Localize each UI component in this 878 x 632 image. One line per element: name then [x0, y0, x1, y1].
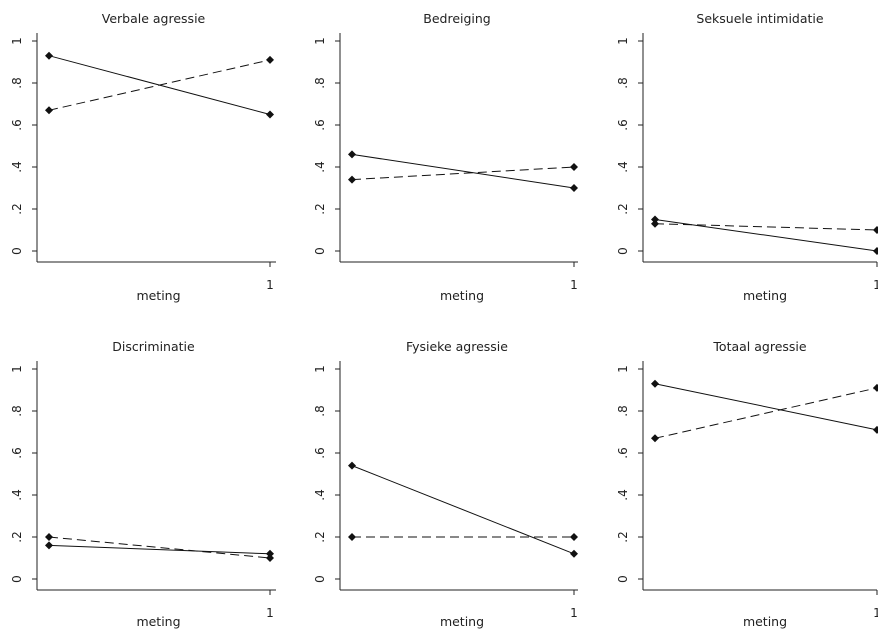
y-tick-label: .2 [10, 531, 24, 542]
data-point [348, 533, 356, 541]
y-tick-label: 1 [10, 37, 24, 45]
y-tick-label: .8 [313, 77, 327, 88]
data-point [266, 110, 274, 119]
data-point [266, 554, 274, 562]
panel-title: Totaal agressie [712, 339, 806, 354]
y-tick-label: .2 [10, 203, 24, 214]
panel-verbale-agressie: Verbale agressie 0 .2 .4 .6 .8 1 1 meting [10, 11, 276, 303]
data-point [873, 425, 878, 434]
y-tick-label: 1 [10, 365, 24, 373]
data-point [348, 461, 356, 470]
series-line-2 [654, 223, 878, 231]
series-line-2 [351, 166, 575, 181]
panel-fysieke-agressie: Fysieke agressie 0 .2 .4 .6 .8 1 1 meting [313, 339, 578, 629]
y-tick-label: .6 [10, 447, 24, 458]
y-tick-label: .8 [10, 77, 24, 88]
y-tick-label: 1 [313, 365, 327, 373]
panel-title: Bedreiging [423, 11, 491, 26]
data-point [651, 215, 659, 224]
data-point [570, 163, 578, 171]
x-axis-label: meting [743, 614, 787, 629]
series-line-1 [48, 544, 271, 555]
data-point [873, 383, 878, 392]
data-point [651, 379, 659, 388]
y-tick-label: 1 [616, 37, 630, 45]
x-axis-label: meting [440, 614, 484, 629]
series-line-1 [351, 465, 575, 555]
data-point [45, 51, 53, 60]
panel-title: Discriminatie [112, 339, 195, 354]
y-tick-label: .6 [616, 119, 630, 130]
panel-seksuele-intimidatie: Seksuele intimidatie 0 .2 .4 .6 .8 1 1 meting [616, 11, 878, 303]
y-tick-label: 1 [313, 37, 327, 45]
panel-totaal-agressie: Totaal agressie 0 .2 .4 .6 .8 1 1 meting [616, 339, 878, 629]
y-tick-label: .6 [616, 447, 630, 458]
y-tick-label: .4 [616, 489, 630, 500]
y-tick-label: .6 [313, 119, 327, 130]
panel-title: Verbale agressie [102, 11, 206, 26]
x-tick-label: 1 [266, 278, 274, 292]
series-line-2 [654, 387, 878, 439]
panel-discriminatie: Discriminatie 0 .2 .4 .6 .8 1 1 meting [10, 339, 276, 629]
y-tick-label: .6 [313, 447, 327, 458]
y-tick-label: .4 [616, 161, 630, 172]
data-point [45, 533, 53, 541]
panel-title: Seksuele intimidatie [696, 11, 824, 26]
x-tick-label: 1 [266, 606, 274, 620]
data-point [348, 150, 356, 159]
data-point [570, 533, 578, 541]
data-point [570, 184, 578, 192]
y-tick-label: .4 [10, 489, 24, 500]
data-point [266, 549, 274, 558]
y-tick-label: .8 [616, 77, 630, 88]
data-point [266, 55, 274, 64]
x-axis-label: meting [440, 288, 484, 303]
y-tick-label: .4 [10, 161, 24, 172]
data-point [45, 106, 53, 115]
data-point [873, 226, 878, 234]
y-tick-label: 0 [616, 247, 630, 255]
data-point [651, 219, 659, 228]
y-tick-label: .2 [313, 203, 327, 214]
x-axis-label: meting [136, 614, 180, 629]
y-tick-label: .2 [313, 531, 327, 542]
data-point [873, 247, 878, 255]
x-tick-label: 1 [570, 606, 578, 620]
data-point [348, 175, 356, 184]
y-tick-label: .8 [313, 405, 327, 416]
data-point [45, 541, 53, 550]
x-tick-label: 1 [873, 278, 878, 292]
panel-title: Fysieke agressie [406, 339, 508, 354]
series-line-2 [48, 59, 271, 111]
y-tick-label: 0 [10, 247, 24, 255]
y-tick-label: 0 [313, 575, 327, 583]
y-tick-label: .6 [10, 119, 24, 130]
y-tick-label: 0 [313, 247, 327, 255]
y-tick-label: 0 [616, 575, 630, 583]
x-axis-label: meting [136, 288, 180, 303]
x-tick-label: 1 [570, 278, 578, 292]
y-tick-label: .4 [313, 161, 327, 172]
x-tick-label: 1 [873, 606, 878, 620]
y-tick-label: .2 [616, 203, 630, 214]
y-tick-label: .2 [616, 531, 630, 542]
data-point [570, 549, 578, 558]
series-line-1 [654, 219, 878, 252]
y-tick-label: 0 [10, 575, 24, 583]
series-line-1 [351, 153, 575, 189]
y-tick-label: .4 [313, 489, 327, 500]
y-tick-label: .8 [10, 405, 24, 416]
panel-bedreiging: Bedreiging 0 .2 .4 .6 .8 1 1 meting [313, 11, 578, 303]
y-tick-label: 1 [616, 365, 630, 373]
x-axis-label: meting [743, 288, 787, 303]
series-line-2 [48, 536, 271, 559]
data-point [651, 434, 659, 443]
y-tick-label: .8 [616, 405, 630, 416]
series-line-1 [654, 383, 878, 431]
